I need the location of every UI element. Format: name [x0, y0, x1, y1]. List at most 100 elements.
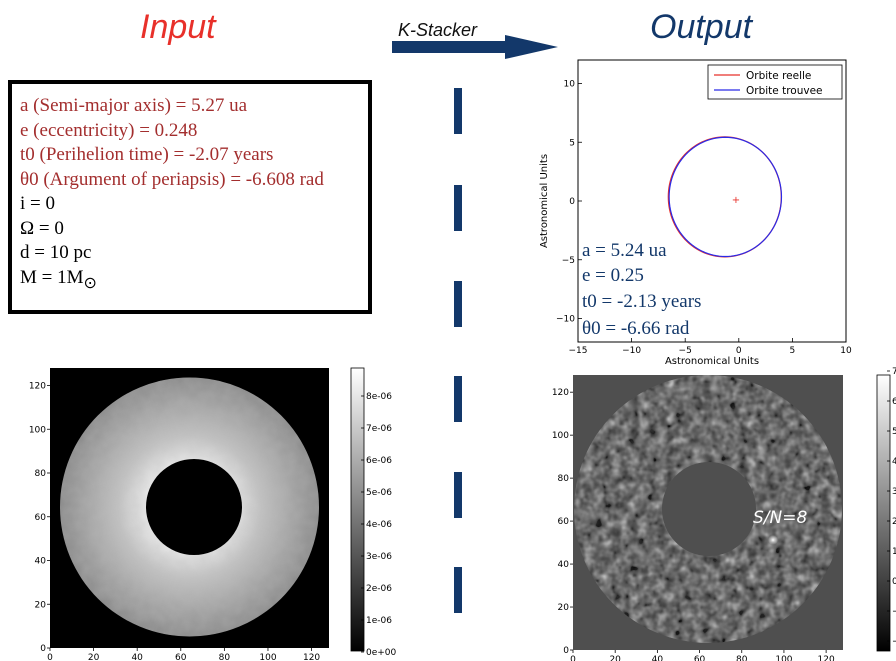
legend-label-real: Orbite reelle — [746, 70, 811, 82]
k-stacker-label: K-Stacker — [398, 20, 478, 40]
image-xtick-label: 60 — [694, 655, 706, 661]
orbit-ytick-label: −5 — [562, 256, 575, 266]
legend-frame — [707, 64, 843, 100]
param-theta0: θ0 (Argument of periapsis) = -6.608 rad — [20, 168, 324, 190]
param-e: e (eccentricity) = 0.248 — [20, 119, 198, 141]
colorbar-tick-label: 6e-06 — [366, 456, 392, 466]
result-theta0: θ0 = -6.66 rad — [582, 318, 690, 339]
orbit-xtick-label: 10 — [840, 346, 852, 356]
orbit-plot-frame — [577, 59, 847, 343]
colorbar-tick-label: 0 — [892, 577, 896, 587]
image-xtick-label: 20 — [609, 655, 621, 661]
image-xtick-label: 40 — [652, 655, 664, 661]
divider-dash — [454, 185, 462, 231]
param-a: a (Semi-major axis) = 5.27 ua — [20, 95, 248, 116]
image-xtick-label: 40 — [131, 653, 143, 661]
orbit-ticks: −15 −10 −5 0 5 10 10 5 0 −5 −10 — [556, 80, 852, 357]
image-ytick-label: 80 — [35, 469, 47, 479]
image-ytick-label: 20 — [35, 600, 47, 610]
colorbar-tick-label: 5 — [892, 427, 896, 437]
output-colorbar — [876, 374, 891, 652]
star-marker: + — [732, 195, 740, 206]
image-xtick-label: 0 — [570, 655, 576, 661]
image-xtick-label: 20 — [88, 653, 100, 661]
colorbar-tick-label: 2e-06 — [366, 584, 392, 594]
snr-annotation: S/N=8 — [753, 508, 807, 528]
orbit-ylabel: Astronomical Units — [539, 154, 550, 248]
sun-symbol: ⊙ — [83, 274, 97, 292]
divider-dash — [454, 472, 462, 518]
image-ytick-label: 120 — [552, 388, 569, 398]
param-d: d = 10 pc — [20, 242, 92, 263]
orbit-xlabel: Astronomical Units — [665, 356, 759, 367]
image-ytick-label: 0 — [563, 646, 569, 656]
input-parameters-box: a (Semi-major axis) = 5.27 ua e (eccentr… — [8, 80, 372, 314]
orbit-ytick-label: 10 — [564, 80, 576, 90]
orbit-xtick-label: 5 — [790, 346, 796, 356]
orbit-xtick-label: −15 — [569, 346, 588, 356]
image-xtick-label: 100 — [775, 655, 792, 661]
image-ytick-label: 40 — [558, 560, 570, 570]
orbit-ytick-label: −10 — [556, 315, 575, 325]
colorbar-tick-label: 5e-06 — [366, 488, 392, 498]
result-e: e = 0.25 — [582, 265, 644, 286]
divider-dash — [454, 281, 462, 327]
colorbar-tick-label: 7 — [892, 367, 896, 377]
divider-dash — [454, 567, 462, 613]
output-annulus — [574, 375, 842, 643]
param-M: M = 1M⊙ — [20, 266, 360, 296]
param-i: i = 0 — [20, 193, 55, 214]
image-xtick-label: 60 — [175, 653, 187, 661]
output-title: Output — [650, 8, 753, 46]
colorbar-tick-label: −1 — [892, 607, 896, 617]
colorbar-tick-label: 1e-06 — [366, 616, 392, 626]
output-colorbar-ticks: 7 6 5 4 3 2 1 0 −1 −2 — [887, 367, 896, 647]
input-colorbar-ticks: 8e-06 7e-06 6e-06 5e-06 4e-06 3e-06 2e-06 1e-06… — [361, 392, 397, 658]
image-ytick-label: 0 — [40, 644, 46, 654]
orbit-xtick-label: 0 — [736, 346, 742, 356]
image-ytick-label: 40 — [35, 557, 47, 567]
result-t0: t0 = -2.13 years — [582, 291, 701, 312]
orbit-ytick-label: 0 — [569, 197, 575, 207]
dashed-divider — [454, 88, 462, 613]
input-image-ticks: 00 20 20 40 40 60 60 80 80 100 100 120 120 — [29, 382, 321, 661]
image-xtick-label: 120 — [303, 653, 320, 661]
colorbar-tick-label: 2 — [892, 517, 896, 527]
output-image-ticks: 00 20 20 40 40 60 60 80 80 100 100 120 120 — [552, 388, 835, 661]
param-omega: Ω = 0 — [20, 217, 64, 239]
image-ytick-label: 120 — [29, 382, 46, 392]
image-ytick-label: 60 — [35, 513, 47, 523]
image-xtick-label: 80 — [736, 655, 748, 661]
param-M-text: M = 1M — [20, 266, 84, 288]
image-ytick-label: 100 — [29, 425, 46, 435]
colorbar-tick-label: 3e-06 — [366, 552, 392, 562]
colorbar-tick-label: 4 — [892, 457, 896, 467]
colorbar-tick-label: 3 — [892, 487, 896, 497]
image-ytick-label: 100 — [552, 431, 569, 441]
image-ytick-label: 20 — [558, 603, 570, 613]
legend-label-found: Orbite trouvee — [746, 85, 823, 97]
result-a: a = 5.24 ua — [582, 240, 667, 261]
k-stacker-arrow — [392, 35, 558, 59]
colorbar-tick-label: 1 — [892, 547, 896, 557]
orbit-ytick-label: 5 — [569, 138, 575, 148]
orbit-xtick-label: −5 — [679, 346, 692, 356]
input-title: Input — [140, 8, 216, 46]
orbit-xtick-label: −10 — [622, 346, 641, 356]
image-xtick-label: 80 — [219, 653, 231, 661]
orbit-plot: −15 −10 −5 0 5 10 10 5 0 −5 −10 + Orbite reelle Or… — [539, 59, 852, 367]
colorbar-tick-label: 4e-06 — [366, 520, 392, 530]
image-ytick-label: 80 — [558, 474, 570, 484]
colorbar-tick-label: 6 — [892, 397, 896, 407]
image-xtick-label: 100 — [259, 653, 276, 661]
fit-results: a = 5.24 ua e = 0.25 t0 = -2.13 years θ0… — [582, 240, 701, 339]
orbit-legend: Orbite reelle Orbite trouvee — [707, 64, 843, 100]
orbit-found-line — [668, 136, 783, 258]
input-image-plot: 00 20 20 40 40 60 60 80 80 100 100 120 120 8e-06 7e-0… — [29, 367, 397, 661]
image-xtick-label: 0 — [47, 653, 53, 661]
image-xtick-label: 120 — [818, 655, 835, 661]
input-colorbar — [350, 367, 365, 652]
planet-detection — [768, 535, 778, 545]
